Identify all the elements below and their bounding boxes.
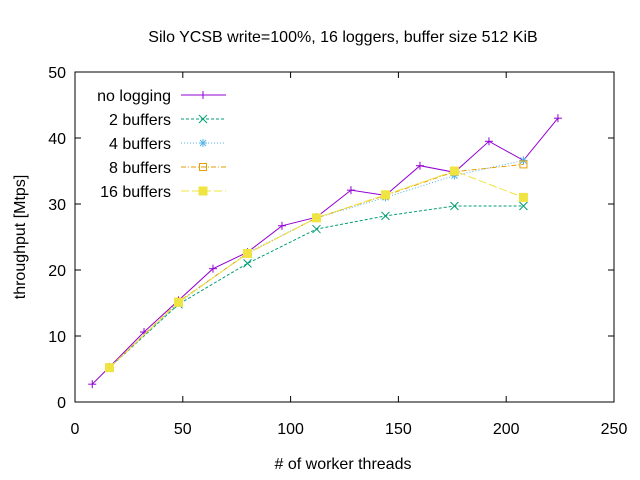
data-point bbox=[208, 264, 217, 273]
legend-entry: 8 buffers bbox=[109, 160, 226, 177]
series-16-buffers bbox=[104, 166, 528, 373]
x-tick-label: 0 bbox=[71, 421, 80, 438]
y-tick-label: 40 bbox=[48, 131, 66, 148]
legend-entry: 16 buffers bbox=[100, 184, 226, 201]
y-tick-label: 50 bbox=[48, 65, 66, 82]
data-point bbox=[104, 363, 114, 373]
y-tick-label: 0 bbox=[57, 395, 66, 412]
legend-label: no logging bbox=[97, 88, 171, 105]
data-point bbox=[199, 163, 207, 171]
legend: no logging 2 buffers 4 buffers 8 buffers 16 … bbox=[97, 88, 226, 201]
series-line bbox=[109, 170, 524, 369]
data-point bbox=[277, 221, 286, 230]
legend-label: 2 buffers bbox=[109, 112, 171, 129]
series-no-logging bbox=[88, 114, 562, 389]
y-tick-label: 20 bbox=[48, 263, 66, 280]
y-tick-label: 30 bbox=[48, 197, 66, 214]
y-tick-label: 10 bbox=[48, 329, 66, 346]
legend-entry: 4 buffers bbox=[109, 136, 226, 153]
chart-title: Silo YCSB write=100%, 16 loggers, buffer… bbox=[148, 29, 537, 46]
data-point bbox=[381, 211, 390, 221]
x-tick-label: 200 bbox=[493, 421, 520, 438]
data-point bbox=[415, 161, 424, 170]
series-layer bbox=[88, 114, 562, 389]
data-point bbox=[242, 249, 252, 258]
data-point bbox=[380, 190, 390, 200]
legend-entry: no logging bbox=[97, 88, 226, 105]
data-point bbox=[484, 137, 493, 146]
series-line bbox=[109, 159, 524, 369]
data-point bbox=[173, 297, 183, 307]
data-point bbox=[311, 213, 321, 223]
series-line bbox=[109, 163, 524, 369]
series-line bbox=[91, 117, 559, 385]
data-point bbox=[553, 114, 562, 123]
data-point bbox=[346, 186, 355, 195]
x-tick-label: 250 bbox=[601, 421, 628, 438]
y-axis-label: throughput [Mtps] bbox=[12, 175, 29, 300]
plot-area bbox=[74, 71, 615, 403]
series-2-buffers bbox=[105, 201, 528, 373]
x-tick-label: 50 bbox=[174, 421, 192, 438]
legend-label: 16 buffers bbox=[100, 184, 171, 201]
data-point bbox=[519, 201, 528, 211]
data-point bbox=[198, 186, 208, 196]
x-tick-label: 100 bbox=[277, 421, 304, 438]
data-point bbox=[518, 192, 528, 202]
series-line bbox=[109, 205, 524, 369]
legend-label: 8 buffers bbox=[109, 160, 171, 177]
data-point bbox=[243, 259, 252, 268]
data-point bbox=[449, 166, 459, 176]
data-point bbox=[199, 91, 207, 99]
data-point bbox=[312, 224, 321, 234]
legend-entry: 2 buffers bbox=[109, 112, 226, 129]
x-axis: 0 50 100 150 200 250 bbox=[71, 72, 628, 438]
plot-frame bbox=[74, 71, 615, 403]
data-point bbox=[450, 201, 459, 211]
legend-label: 4 buffers bbox=[109, 136, 171, 153]
data-point bbox=[88, 380, 97, 389]
data-point bbox=[519, 160, 528, 169]
x-tick-label: 150 bbox=[385, 421, 412, 438]
data-point bbox=[198, 114, 208, 124]
data-point bbox=[199, 139, 207, 147]
x-axis-label: # of worker threads bbox=[275, 456, 412, 473]
y-axis: 0 10 20 30 40 50 bbox=[48, 65, 614, 412]
